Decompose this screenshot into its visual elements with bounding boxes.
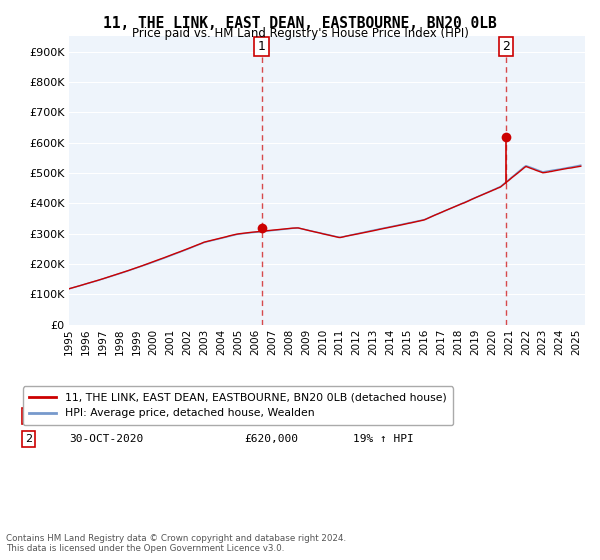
Text: £620,000: £620,000 [244, 433, 298, 444]
Text: 11, THE LINK, EAST DEAN, EASTBOURNE, BN20 0LB: 11, THE LINK, EAST DEAN, EASTBOURNE, BN2… [103, 16, 497, 31]
Legend: 11, THE LINK, EAST DEAN, EASTBOURNE, BN20 0LB (detached house), HPI: Average pri: 11, THE LINK, EAST DEAN, EASTBOURNE, BN2… [23, 386, 454, 425]
Text: 18-MAY-2006: 18-MAY-2006 [69, 410, 143, 421]
Text: 1: 1 [257, 40, 265, 53]
Text: 2: 2 [25, 433, 32, 444]
Text: 30-OCT-2020: 30-OCT-2020 [69, 433, 143, 444]
Text: 2: 2 [502, 40, 510, 53]
Text: 19% ↑ HPI: 19% ↑ HPI [353, 433, 413, 444]
Text: £320,000: £320,000 [244, 410, 298, 421]
Text: Price paid vs. HM Land Registry's House Price Index (HPI): Price paid vs. HM Land Registry's House … [131, 27, 469, 40]
Text: 4% ↓ HPI: 4% ↓ HPI [353, 410, 407, 421]
Text: 1: 1 [25, 410, 32, 421]
Text: Contains HM Land Registry data © Crown copyright and database right 2024.
This d: Contains HM Land Registry data © Crown c… [6, 534, 346, 553]
